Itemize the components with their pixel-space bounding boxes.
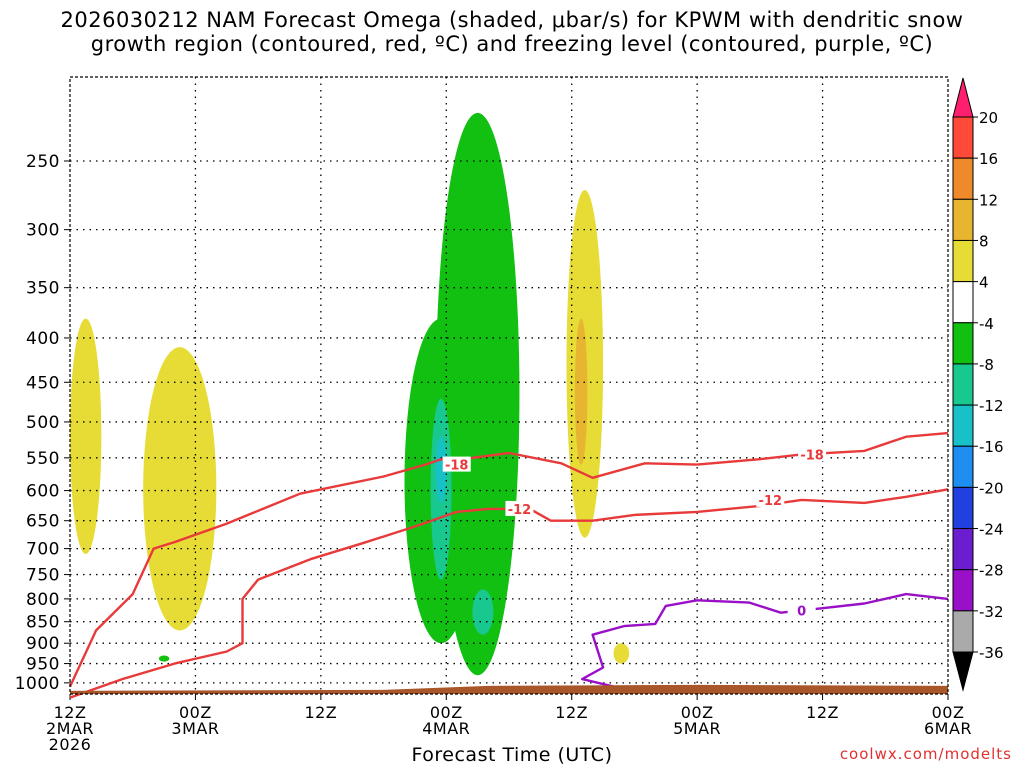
contour-label: -18 bbox=[445, 459, 469, 474]
y-tick-label: 300 bbox=[26, 221, 60, 241]
y-tick-label: 700 bbox=[26, 540, 60, 560]
colorbar-label: 4 bbox=[979, 274, 989, 292]
contour-label-bg bbox=[505, 500, 534, 516]
colorbar-swatch bbox=[952, 322, 974, 365]
x-tick-label: 00Z bbox=[932, 703, 965, 722]
omega-shaded-region bbox=[158, 655, 170, 662]
colorbar-swatch bbox=[952, 528, 974, 571]
colorbar-swatch bbox=[952, 157, 974, 200]
x-tick-label: 12Z bbox=[304, 703, 337, 722]
x-tick-label: 12Z bbox=[54, 703, 87, 722]
colorbar-swatch bbox=[952, 610, 974, 653]
contour-label: 0 bbox=[797, 604, 806, 619]
colorbar-label: -36 bbox=[979, 644, 1004, 662]
colorbar-swatch bbox=[952, 404, 974, 447]
contour-label: -12 bbox=[759, 494, 783, 509]
x-tick-label: 2MAR bbox=[46, 719, 94, 738]
y-tick-label: 450 bbox=[26, 373, 60, 393]
y-tick-label: 950 bbox=[26, 655, 60, 675]
colorbar-label: 16 bbox=[979, 150, 998, 168]
y-tick-label: 650 bbox=[26, 512, 60, 532]
contour-label-bg bbox=[787, 602, 816, 618]
y-tick-label: 900 bbox=[26, 634, 60, 654]
x-tick-label: 3MAR bbox=[171, 719, 219, 738]
colorbar-label: -16 bbox=[979, 438, 1004, 456]
colorbar-bottom-arrow bbox=[952, 651, 974, 692]
colorbar-label: -4 bbox=[979, 315, 994, 333]
y-tick-label: 350 bbox=[26, 279, 60, 299]
omega-shaded-region bbox=[435, 112, 520, 676]
terrain bbox=[70, 684, 948, 694]
colorbar-label: -24 bbox=[979, 521, 1004, 539]
colorbar-top-arrow bbox=[952, 77, 974, 118]
y-tick-label: 750 bbox=[26, 566, 60, 586]
colorbar-label: -8 bbox=[979, 356, 994, 374]
x-tick-label: 6MAR bbox=[924, 719, 972, 738]
colorbar-swatch bbox=[952, 569, 974, 612]
x-tick-label: 00Z bbox=[681, 703, 714, 722]
x-tick-label: 4MAR bbox=[422, 719, 470, 738]
y-tick-label: 250 bbox=[26, 152, 60, 172]
chart-title-line-2: growth region (contoured, red, ºC) and f… bbox=[90, 32, 934, 56]
colorbar-label: 20 bbox=[979, 109, 998, 127]
colorbar-swatch bbox=[952, 486, 974, 530]
plot-border bbox=[69, 76, 949, 695]
colorbar-label: -20 bbox=[979, 479, 1004, 497]
contour-label-bg bbox=[756, 491, 785, 507]
contour-label: -18 bbox=[800, 448, 824, 463]
y-tick-label: 800 bbox=[26, 590, 60, 610]
x-axis-title: Forecast Time (UTC) bbox=[411, 744, 613, 766]
contour-label: -12 bbox=[508, 503, 532, 518]
chart-title-line-1: 2026030212 NAM Forecast Omega (shaded, μ… bbox=[60, 8, 964, 32]
colorbar-swatch bbox=[952, 198, 974, 241]
y-tick-label: 550 bbox=[26, 449, 60, 469]
colorbar-swatch bbox=[952, 116, 974, 159]
colorbar-label: -28 bbox=[979, 562, 1004, 580]
y-tick-label: 400 bbox=[26, 329, 60, 349]
omega-shaded-region bbox=[143, 347, 217, 631]
colorbar-label: -32 bbox=[979, 603, 1004, 621]
y-tick-label: 500 bbox=[26, 413, 60, 433]
omega-shaded-region bbox=[70, 318, 102, 554]
x-tick-label: 5MAR bbox=[673, 719, 721, 738]
credit-text[interactable]: coolwx.com/modelts bbox=[839, 745, 1012, 763]
contour-label-bg bbox=[798, 446, 827, 462]
x-tick-label: 12Z bbox=[806, 703, 839, 722]
omega-shaded-region bbox=[435, 436, 447, 503]
omega-shaded-region bbox=[574, 318, 588, 465]
freezing-level-contour bbox=[581, 592, 949, 688]
x-tick-label: 00Z bbox=[179, 703, 212, 722]
y-tick-label: 850 bbox=[26, 613, 60, 633]
omega-shaded-region bbox=[472, 589, 494, 635]
colorbar-label: 8 bbox=[979, 232, 989, 250]
x-tick-label: 2026 bbox=[49, 735, 92, 754]
y-tick-label: 1000 bbox=[15, 674, 60, 694]
colorbar-label: 12 bbox=[979, 191, 998, 209]
contour-label-bg bbox=[442, 456, 471, 472]
colorbar-swatch bbox=[952, 445, 974, 488]
colorbar-swatch bbox=[952, 281, 974, 324]
colorbar-label: -12 bbox=[979, 397, 1004, 415]
omega-shaded-region bbox=[613, 643, 630, 664]
colorbar-swatch bbox=[952, 363, 974, 406]
colorbar-swatch bbox=[952, 239, 974, 283]
y-tick-label: 600 bbox=[26, 482, 60, 502]
x-tick-label: 12Z bbox=[555, 703, 588, 722]
x-tick-label: 00Z bbox=[430, 703, 463, 722]
